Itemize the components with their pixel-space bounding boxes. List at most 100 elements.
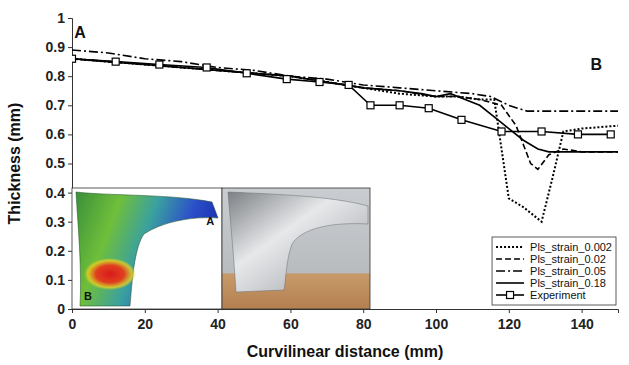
legend-swatch [496,270,524,272]
y-tick: 0.9 [46,39,72,55]
x-tick-label: 60 [283,316,299,332]
y-tick: 0.4 [46,185,72,201]
x-tick-mark [218,309,219,313]
legend-label: Pls_strain_0.05 [530,265,606,277]
y-tick-label: 0 [57,301,65,317]
y-tick: 0.2 [46,243,72,259]
series-marker [156,61,163,68]
x-tick: 100 [425,309,449,332]
y-tick-mark [68,251,72,252]
y-tick-mark [68,222,72,223]
inset-fem-frame [72,188,222,309]
x-axis-line [73,310,619,314]
series-marker [243,70,250,77]
x-tick-label: 0 [69,316,77,332]
y-tick-label: 0.6 [46,126,66,142]
series-line [72,59,611,135]
annotation: A [74,24,86,41]
legend-swatch [496,246,524,248]
y-tick-label: 0.7 [46,97,66,113]
x-axis: 0 20 40 60 80 100 120 140 [69,309,619,332]
y-tick-label: 0.4 [46,185,66,201]
y-tick-mark [68,76,72,77]
y-axis-title: Thickness (mm) [6,103,23,225]
y-tick-mark [68,193,72,194]
chart: 0 20 40 60 80 100 120 140 0 0.1 0.2 0.3 0.4 0.5 0.6 0.7… [0,0,629,365]
y-tick-mark [68,280,72,281]
x-tick-mark [290,309,291,313]
y-tick: 1 [57,10,72,26]
inset [72,188,370,309]
series-marker [112,58,119,65]
x-tick: 120 [498,309,522,332]
series-marker [72,55,76,62]
y-tick-label: 1 [57,10,65,26]
y-tick-label: 0.2 [46,243,66,259]
series-marker [458,116,465,123]
legend-box [492,237,616,305]
legend-swatch [496,258,524,260]
legend-label: Pls_strain_0.002 [530,241,612,253]
series-marker [425,105,432,112]
series-line [72,59,618,222]
x-tick-label: 20 [138,316,154,332]
legend-swatch [496,282,524,284]
series-marker [498,128,505,135]
y-tick-label: 0.1 [46,272,66,288]
y-tick: 0.3 [46,214,72,230]
series-marker [367,102,374,109]
series-marker [538,128,545,135]
x-axis-title: Curvilinear distance (mm) [247,343,444,360]
series-line [72,50,618,111]
inset-label: B [84,290,92,302]
x-tick-label: 140 [570,316,594,332]
legend-marker [507,292,514,299]
legend-label: Pls_strain_0.18 [530,277,606,289]
series-marker [607,131,614,138]
y-tick-label: 0.5 [46,155,66,171]
series-marker [283,76,290,83]
x-tick-mark [363,309,364,313]
y-tick: 0.8 [46,68,72,84]
legend: Pls_strain_0.002Pls_strain_0.02Pls_strai… [492,237,616,305]
x-tick-mark [436,309,437,313]
series-marker [345,81,352,88]
x-tick-label: 120 [498,316,522,332]
legend-label: Experiment [530,289,586,301]
series-group [72,50,618,222]
inset-photo-frame [222,188,370,309]
y-tick-mark [68,134,72,135]
y-tick: 0.1 [46,272,72,288]
x-tick-label: 80 [356,316,372,332]
series-marker [203,64,210,71]
y-tick-mark [68,309,72,310]
series-line [72,59,618,152]
series-marker [574,131,581,138]
x-tick-mark [509,309,510,313]
y-tick: 0.5 [46,155,72,171]
y-tick: 0.6 [46,126,72,142]
plot: 0 20 40 60 80 100 120 140 0 0.1 0.2 0.3 0.4 0.5 0.6 0.7… [46,10,619,332]
x-tick: 40 [210,309,226,332]
y-tick-label: 0.9 [46,39,66,55]
y-tick-label: 0.3 [46,214,66,230]
inset-fem-shape [76,192,218,306]
inset-photo-shape [228,192,368,292]
x-tick: 80 [356,309,372,332]
legend-label: Pls_strain_0.02 [530,253,606,265]
annotation: B [590,56,602,73]
series-line [72,59,618,170]
x-tick: 60 [283,309,299,332]
y-tick-mark [68,47,72,48]
y-tick-mark [68,105,72,106]
x-tick-label: 40 [210,316,226,332]
y-axis: 0 0.1 0.2 0.3 0.4 0.5 0.6 0.7 0.8 0.9 1 [46,10,73,317]
y-tick: 0 [57,301,72,317]
x-tick-mark [582,309,583,313]
series-marker [316,79,323,86]
x-tick-mark [145,309,146,313]
y-tick-mark [68,18,72,19]
inset-fem-hotspot [84,258,136,290]
x-tick: 0 [69,309,77,332]
x-tick-label: 100 [425,316,449,332]
